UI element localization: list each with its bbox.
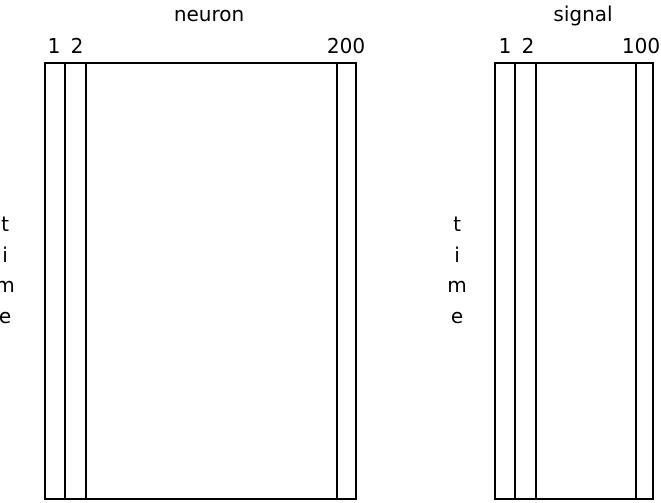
signal-column-divider-last bbox=[635, 64, 637, 498]
neuron-time-letter-m: m bbox=[0, 273, 15, 297]
neuron-column-label-first: 1 bbox=[47, 34, 61, 58]
neuron-time-letter-e: e bbox=[0, 303, 12, 328]
signal-panel-title: signal bbox=[553, 2, 613, 26]
neuron-column-label-last: 200 bbox=[326, 34, 366, 58]
signal-time-letter-t: t bbox=[453, 212, 461, 236]
signal-column-label-last: 100 bbox=[621, 34, 661, 58]
neuron-time-letter-t: t bbox=[1, 212, 9, 236]
signal-time-axis-label: t i m e bbox=[447, 209, 467, 331]
neuron-time-letter-i: i bbox=[2, 242, 8, 267]
neuron-column-divider-1 bbox=[64, 64, 66, 498]
signal-time-letter-i: i bbox=[454, 242, 460, 267]
signal-column-divider-2 bbox=[535, 64, 537, 498]
signal-time-letter-e: e bbox=[450, 303, 464, 328]
signal-column-label-first: 1 bbox=[498, 34, 512, 58]
signal-time-letter-m: m bbox=[447, 273, 467, 297]
neuron-matrix bbox=[44, 62, 357, 500]
signal-column-divider-1 bbox=[514, 64, 516, 498]
neuron-column-divider-2 bbox=[85, 64, 87, 498]
neuron-time-axis-label: t i m e bbox=[0, 209, 15, 331]
neuron-panel-title: neuron bbox=[173, 2, 245, 26]
neuron-column-divider-last bbox=[336, 64, 338, 498]
neuron-column-label-second: 2 bbox=[70, 34, 84, 58]
signal-column-label-second: 2 bbox=[521, 34, 535, 58]
signal-matrix bbox=[494, 62, 654, 500]
